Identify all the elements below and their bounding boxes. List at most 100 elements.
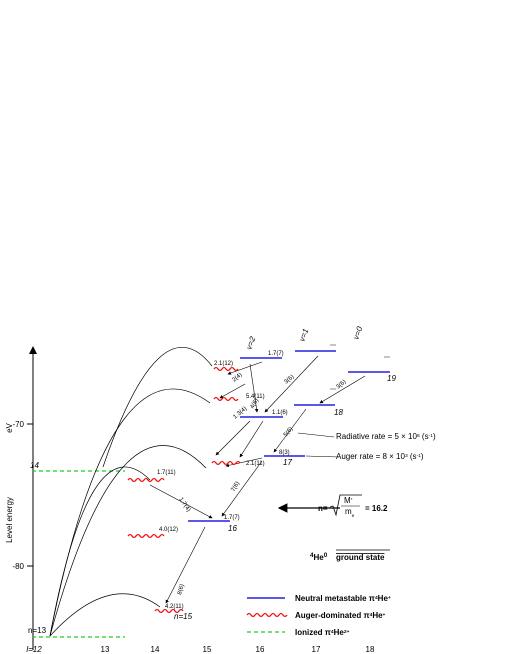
- transition-arc: [49, 593, 161, 637]
- text-part: (s: [408, 452, 417, 461]
- auger-level: [211, 460, 241, 466]
- ground-state: 4He0: [310, 552, 328, 563]
- text-part: = 16.2: [365, 504, 388, 513]
- series-label: v=2: [244, 335, 257, 351]
- transition-arrow: [225, 457, 263, 468]
- transition-arc: [102, 347, 213, 468]
- transition-arrow: [319, 375, 366, 404]
- pointer: [305, 455, 340, 458]
- ground-state-text: ground state: [336, 553, 385, 562]
- y-tick-label: -80: [12, 562, 24, 571]
- x-tick-label: 17: [312, 645, 321, 654]
- transition-arrow: [221, 460, 263, 517]
- level-label: 18: [334, 408, 343, 417]
- auger-level: [127, 477, 165, 483]
- rate-label: 8(3): [279, 450, 290, 456]
- x-tick-label: 13: [101, 645, 110, 654]
- y-axis-unit: eV: [5, 422, 14, 432]
- transition-arrow: [264, 355, 319, 413]
- text-part: e: [352, 514, 355, 519]
- level-label: n=15: [174, 612, 193, 621]
- formula-rhs: = 16.2: [365, 504, 388, 513]
- text-part: Auger-dominated π: [295, 611, 370, 620]
- text-part: 2+: [344, 629, 350, 635]
- text-part: -1: [417, 453, 422, 459]
- text-part: He: [372, 611, 383, 620]
- level-label: 14: [30, 461, 39, 470]
- pointer: [297, 432, 335, 438]
- auger-level: [213, 366, 239, 372]
- text-part: He: [334, 628, 345, 637]
- x-tick-label: 15: [203, 645, 212, 654]
- text-part: 0: [324, 552, 328, 559]
- text-part: *: [351, 497, 353, 503]
- auger-levels: [127, 366, 288, 618]
- formula-den: me: [345, 507, 355, 519]
- text-part: n=: [318, 504, 328, 513]
- rate-label: 1.7(11): [157, 470, 176, 476]
- rate-label: 5(6): [283, 426, 294, 438]
- auger-level: [127, 533, 165, 539]
- transition-arc: [49, 445, 207, 637]
- transition-arrow: [149, 484, 213, 519]
- text-part: 6: [417, 433, 420, 439]
- rate-label: 7(6): [231, 481, 242, 493]
- text-part: M: [344, 496, 351, 505]
- rate-label: 5.4(11): [246, 394, 265, 400]
- rate-label: 1.3(4): [232, 406, 248, 421]
- series-label: v=0: [351, 325, 364, 341]
- formula-num: M*: [344, 496, 353, 505]
- rate-label: 2.1(12): [214, 361, 233, 367]
- auger-level: [246, 612, 288, 618]
- legend-label: Ionized π4He2+: [295, 628, 350, 637]
- labels: 13 14 15 16 17 18 v=2 v=1 v=0 n=13 14 n=15 16 17 18 19 2…: [28, 325, 436, 654]
- rate-label: 2(4): [231, 372, 243, 383]
- text-part: Auger rate = 8 × 10: [336, 452, 405, 461]
- axis: -70 -80 Level energy eV l=12: [5, 346, 42, 654]
- y-axis-label: Level energy: [5, 497, 14, 543]
- y-tick-label: -70: [12, 420, 24, 429]
- text-part: 4: [370, 612, 373, 618]
- text-part: 4: [310, 552, 314, 559]
- x-axis-label: l=12: [26, 645, 42, 654]
- transition-arrow: [165, 526, 206, 604]
- rate-label: 4.2(11): [165, 604, 184, 610]
- text-part: 4: [375, 595, 378, 601]
- text-part: He: [314, 553, 325, 562]
- rate-label: 4.0(12): [159, 527, 178, 533]
- levels: [32, 344, 390, 638]
- level-label: 19: [387, 374, 396, 383]
- rate-label: 1.7(7): [268, 351, 284, 357]
- text-part: Radiative rate = 5 × 10: [336, 432, 417, 441]
- series-label: v=1: [297, 327, 310, 342]
- legend-label: Neutral metastable π4He+: [295, 594, 391, 603]
- rate-label: 4(6): [250, 398, 261, 410]
- transition-arrow: [215, 420, 251, 456]
- rate-label: 8(6): [177, 584, 186, 596]
- sqrt-sign: [329, 494, 362, 517]
- x-tick-label: 18: [366, 645, 375, 654]
- text-part: -1: [429, 433, 434, 439]
- formula-lhs: n=: [318, 504, 328, 513]
- rate-label: 1.1(6): [272, 410, 288, 416]
- x-tick-label: 16: [256, 645, 265, 654]
- text-part: Neutral metastable π: [295, 594, 375, 603]
- text-part: +: [388, 596, 391, 601]
- transition-arc: [49, 466, 151, 637]
- x-tick-label: 14: [151, 645, 160, 654]
- transition-arrow: [239, 420, 264, 458]
- transition-arrow: [219, 383, 246, 399]
- text-part: 3: [405, 453, 408, 459]
- transition-arrow: [227, 361, 263, 375]
- text-part: +: [383, 613, 386, 618]
- text-part: Ionized π: [295, 628, 331, 637]
- level-label: n=13: [28, 626, 47, 635]
- transition-arrow: [273, 408, 307, 453]
- rate-label: 1.7(7): [224, 515, 240, 521]
- rate-label: 3(6): [335, 379, 347, 390]
- text-part: He: [378, 594, 389, 603]
- text-part: m: [345, 507, 352, 516]
- note: Auger rate = 8 × 103 (s-1): [336, 452, 424, 461]
- auger-level: [154, 608, 184, 614]
